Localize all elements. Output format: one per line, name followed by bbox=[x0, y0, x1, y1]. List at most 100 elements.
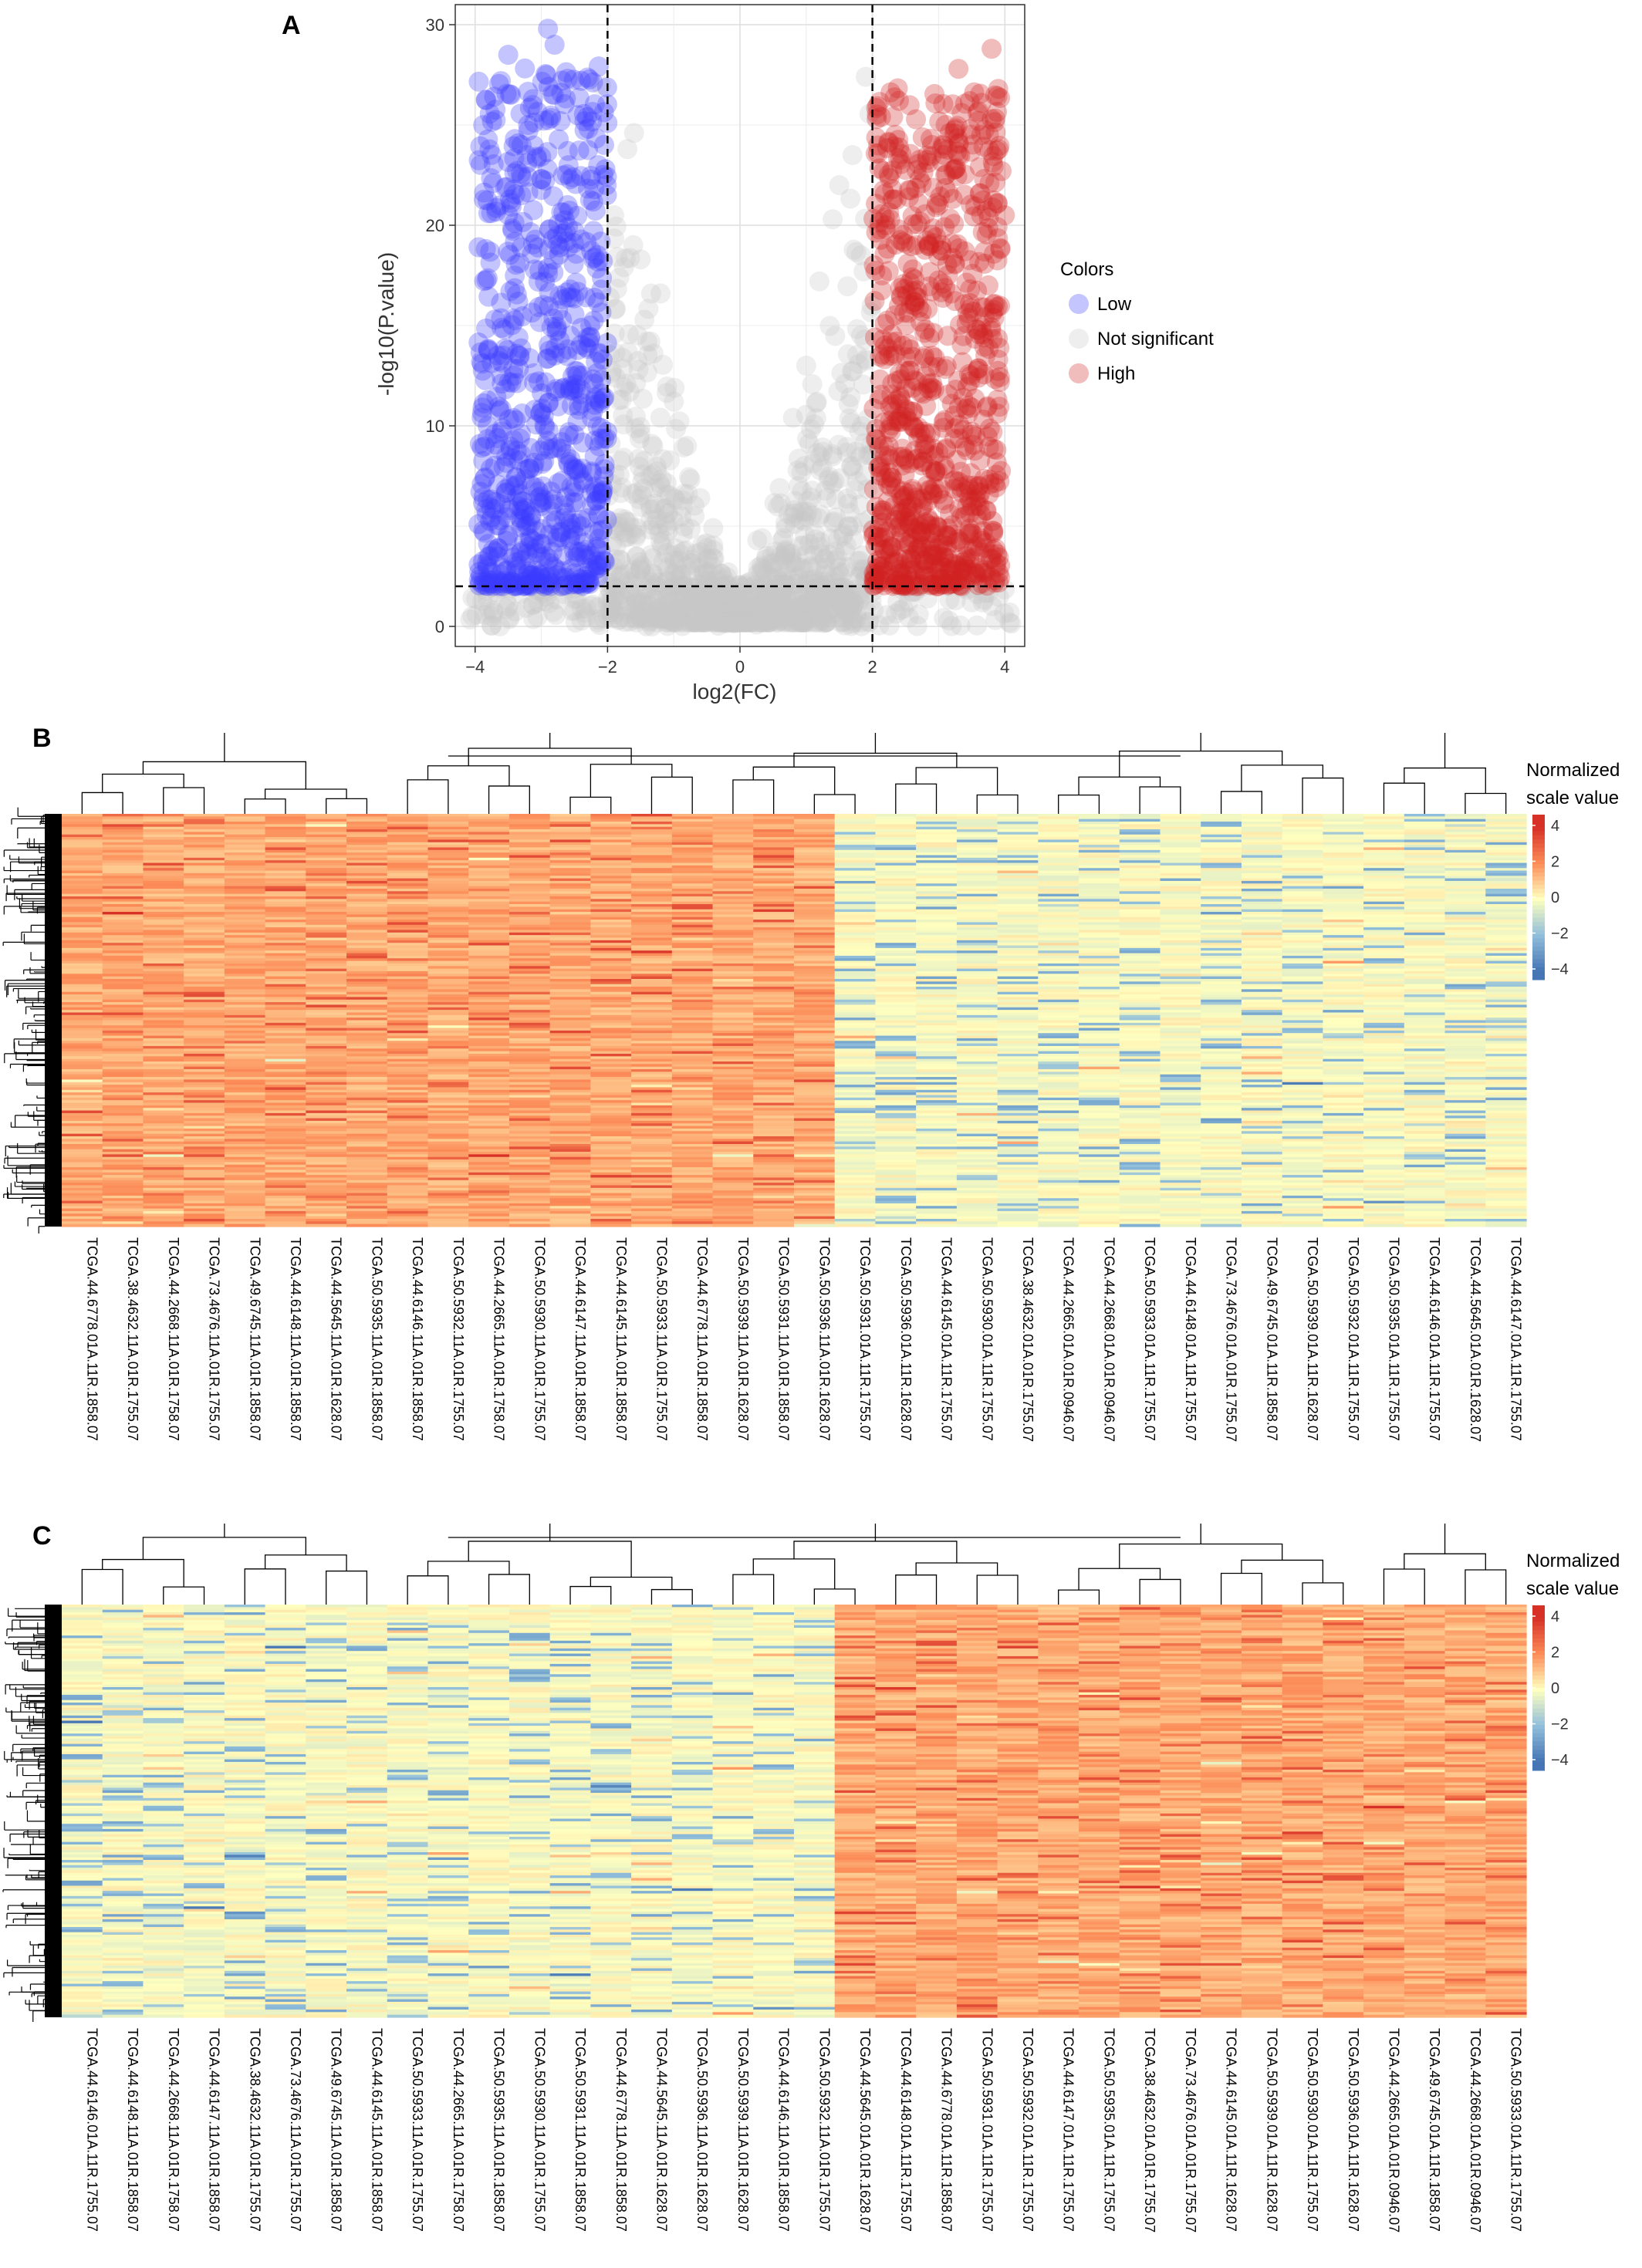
heatmap-cell bbox=[225, 1221, 265, 1224]
heatmap-cell bbox=[346, 1173, 387, 1176]
point-not-significant bbox=[650, 524, 670, 544]
heatmap-cell bbox=[306, 891, 346, 894]
heatmap-cell bbox=[428, 1224, 469, 1227]
heatmap-cell bbox=[550, 1002, 591, 1005]
heatmap-cell bbox=[428, 822, 469, 825]
heatmap-cell bbox=[509, 1139, 550, 1142]
heatmap-cell bbox=[103, 1188, 144, 1191]
point-low bbox=[478, 191, 498, 211]
heatmap-cell bbox=[590, 920, 631, 923]
heatmap-cell bbox=[550, 1077, 591, 1080]
point-not-significant bbox=[847, 319, 867, 339]
heatmap-cell bbox=[143, 1023, 184, 1026]
heatmap-cell bbox=[103, 1028, 144, 1031]
heatmap-cell bbox=[225, 1048, 265, 1051]
heatmap-cell bbox=[306, 899, 346, 902]
heatmap-cell bbox=[143, 863, 184, 866]
heatmap-cell bbox=[184, 994, 225, 997]
heatmap-cell bbox=[590, 816, 631, 819]
point-not-significant bbox=[617, 374, 637, 394]
heatmap-cell bbox=[143, 1209, 184, 1212]
heatmap-cell bbox=[184, 1002, 225, 1005]
heatmap-cell bbox=[590, 850, 631, 853]
point-not-significant bbox=[841, 413, 861, 433]
heatmap-cell bbox=[509, 899, 550, 902]
heatmap-cell bbox=[387, 1007, 428, 1011]
heatmap-cell bbox=[225, 879, 265, 882]
heatmap-cell bbox=[428, 940, 469, 943]
heatmap-cell bbox=[550, 974, 591, 977]
heatmap-cell bbox=[306, 987, 346, 990]
heatmap-cell bbox=[225, 1090, 265, 1093]
heatmap-cell bbox=[509, 1221, 550, 1224]
heatmap-cell bbox=[387, 858, 428, 861]
heatmap-cell bbox=[428, 1090, 469, 1093]
heatmap-cell bbox=[468, 891, 509, 894]
heatmap-cell bbox=[590, 899, 631, 902]
heatmap-cell bbox=[143, 1159, 184, 1163]
heatmap-cell bbox=[225, 1188, 265, 1191]
heatmap-cell bbox=[428, 1105, 469, 1109]
heatmap-cell bbox=[428, 1098, 469, 1101]
heatmap-cell bbox=[62, 1028, 103, 1031]
heatmap-cell bbox=[509, 1007, 550, 1011]
heatmap-cell bbox=[143, 850, 184, 853]
point-low bbox=[583, 311, 603, 331]
point-not-significant bbox=[823, 513, 843, 533]
point-low bbox=[469, 562, 489, 582]
heatmap-cell bbox=[509, 863, 550, 866]
heatmap-cell bbox=[103, 891, 144, 894]
heatmap-cell bbox=[225, 871, 265, 874]
heatmap-cell bbox=[468, 816, 509, 819]
heatmap-cell bbox=[306, 1209, 346, 1212]
point-high bbox=[941, 284, 961, 304]
heatmap-cell bbox=[184, 1007, 225, 1011]
heatmap-cell bbox=[143, 858, 184, 861]
heatmap-cell bbox=[225, 1131, 265, 1134]
heatmap-cell bbox=[265, 912, 306, 915]
heatmap-cell bbox=[143, 1090, 184, 1093]
heatmap-cell bbox=[346, 879, 387, 882]
point-high bbox=[890, 388, 911, 408]
heatmap-cell bbox=[184, 946, 225, 949]
heatmap-cell bbox=[346, 933, 387, 936]
point-not-significant bbox=[967, 616, 987, 636]
point-low bbox=[515, 59, 535, 79]
heatmap-cell bbox=[387, 1077, 428, 1080]
heatmap-cell bbox=[225, 1105, 265, 1109]
point-low bbox=[588, 251, 608, 272]
point-not-significant bbox=[691, 488, 711, 508]
heatmap-cell bbox=[103, 1111, 144, 1114]
heatmap-cell bbox=[468, 1044, 509, 1047]
heatmap-cell bbox=[590, 1173, 631, 1176]
point-not-significant bbox=[756, 546, 776, 566]
heatmap-cell bbox=[62, 1069, 103, 1072]
point-not-significant bbox=[829, 381, 849, 401]
heatmap-cell bbox=[184, 974, 225, 977]
heatmap-cell bbox=[265, 1126, 306, 1129]
point-high bbox=[981, 39, 1002, 59]
heatmap-cell bbox=[509, 1085, 550, 1088]
heatmap-cell bbox=[509, 946, 550, 949]
point-not-significant bbox=[632, 497, 652, 517]
heatmap-cell bbox=[509, 987, 550, 990]
heatmap-cell bbox=[184, 1098, 225, 1101]
heatmap-cell bbox=[387, 966, 428, 969]
point-low bbox=[505, 310, 525, 330]
heatmap-cell bbox=[550, 1146, 591, 1149]
heatmap-cell bbox=[62, 899, 103, 902]
heatmap-cell bbox=[468, 837, 509, 840]
heatmap-cell bbox=[550, 1188, 591, 1191]
heatmap-cell bbox=[225, 920, 265, 923]
heatmap-cell bbox=[387, 1146, 428, 1149]
heatmap-cell bbox=[103, 1131, 144, 1134]
heatmap-cell bbox=[225, 994, 265, 997]
heatmap-cell bbox=[346, 912, 387, 915]
heatmap-cell bbox=[306, 822, 346, 825]
heatmap-cell bbox=[143, 1221, 184, 1224]
heatmap-cell bbox=[143, 1180, 184, 1183]
heatmap-cell bbox=[468, 1193, 509, 1196]
heatmap-cell bbox=[306, 933, 346, 936]
heatmap-cell bbox=[265, 1077, 306, 1080]
point-not-significant bbox=[612, 478, 632, 498]
